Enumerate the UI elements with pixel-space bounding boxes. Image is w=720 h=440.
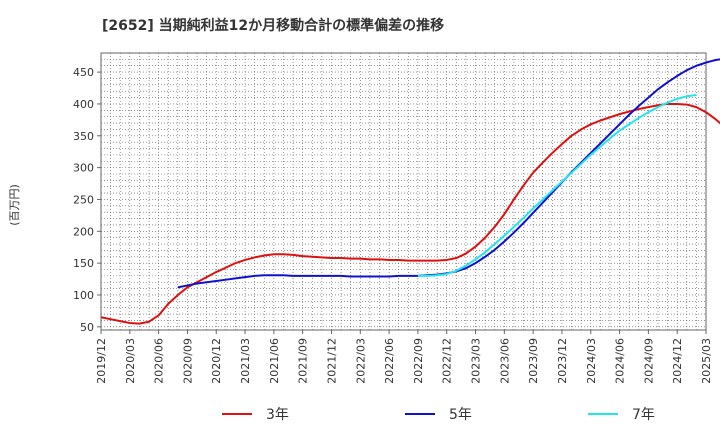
x-tick-label: 2023/06 [498, 338, 511, 384]
legend-label-3: 7年 [632, 407, 655, 423]
y-tick-label: 150 [73, 257, 94, 270]
y-tick-label: 350 [73, 130, 94, 143]
x-tick-label: 2024/03 [585, 338, 598, 384]
series-line-1 [100, 102, 720, 325]
y-tick-label: 400 [73, 98, 94, 111]
x-tick-label: 2019/12 [95, 338, 108, 384]
y-tick-label: 200 [73, 225, 94, 238]
x-tick-label: 2021/12 [325, 338, 338, 384]
x-tick-label: 2022/09 [412, 338, 425, 384]
y-axis-label: (百万円) [8, 184, 21, 226]
legend-label-2: 5年 [449, 407, 472, 423]
x-tick-label: 2022/03 [354, 338, 367, 384]
series-layer [100, 58, 720, 325]
series-line-3 [417, 94, 697, 277]
x-tick-label: 2024/06 [614, 338, 627, 384]
plot-frame [100, 52, 707, 331]
x-tick-label: 2023/12 [556, 338, 569, 384]
x-tick-label: 2021/03 [239, 338, 252, 384]
x-tick-label: 2020/12 [210, 338, 223, 384]
chart-title: [2652] 当期純利益12か月移動合計の標準偏差の推移 [102, 17, 444, 34]
legend-label-1: 3年 [266, 407, 289, 423]
x-tick-label: 2024/12 [671, 338, 684, 384]
x-tick-label: 2020/06 [153, 338, 166, 384]
x-tick-label: 2022/12 [441, 338, 454, 384]
x-tick-label: 2021/09 [297, 338, 310, 384]
y-tick-label: 450 [73, 66, 94, 79]
y-tick-label: 50 [80, 321, 94, 334]
x-tick-label: 2021/06 [268, 338, 281, 384]
x-tick-label: 2023/03 [470, 338, 483, 384]
grid [100, 53, 707, 330]
x-tick-label: 2025/03 [700, 338, 713, 384]
x-tick-label: 2023/09 [527, 338, 540, 384]
x-tick-label: 2020/09 [181, 338, 194, 384]
axes: 50 100 150 200 250 300 350 400 450 2019/12 2020/03… [73, 52, 713, 384]
y-tick-label: 250 [73, 193, 94, 206]
x-tick-label: 2020/03 [124, 338, 137, 384]
legend: 3年5年7年10年 [222, 407, 655, 423]
y-tick-label: 100 [73, 289, 94, 302]
x-tick-label: 2024/09 [642, 338, 655, 384]
y-tick-label: 300 [73, 162, 94, 175]
x-tick-label: 2022/06 [383, 338, 396, 384]
